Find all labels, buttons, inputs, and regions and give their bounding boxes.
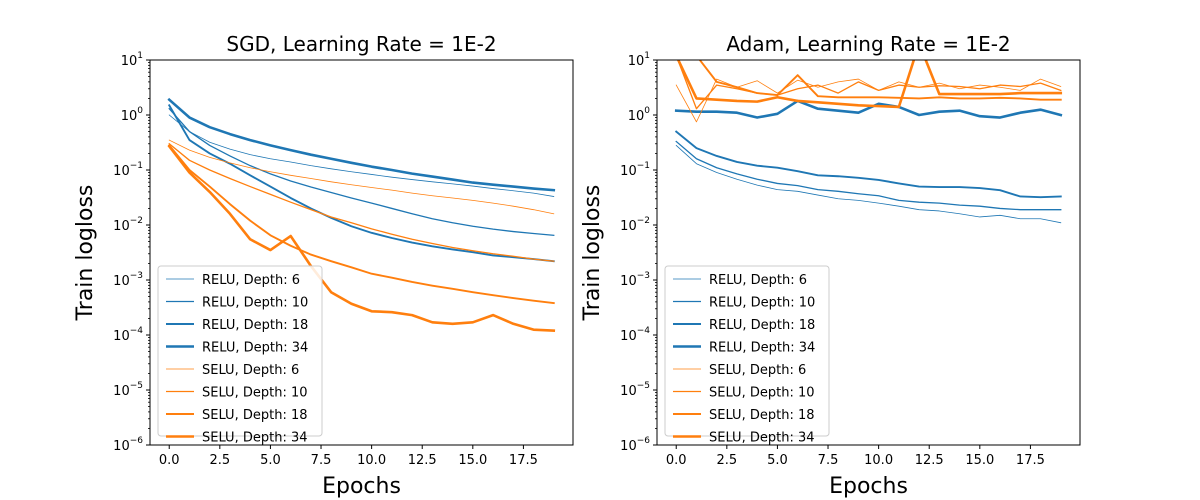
legend-entry-label: SELU, Depth: 6 — [709, 363, 806, 378]
legend: RELU, Depth: 6 RELU, Depth: 10 RELU, Depth… — [157, 265, 323, 446]
series-line — [168, 142, 555, 262]
legend-entry-label: SELU, Depth: 18 — [709, 408, 815, 423]
x-tick-label: 7.5 — [818, 453, 839, 468]
x-tick-label: 5.0 — [767, 453, 788, 468]
series-line — [167, 144, 556, 333]
x-tick-label: 15.0 — [965, 453, 994, 468]
y-axis-label: Train logloss — [73, 185, 98, 322]
y-axis-label: Train logloss — [580, 185, 605, 322]
series-line — [676, 60, 1063, 109]
sgd-subplot: SGD, Learning Rate = 1E-2 Epochs Train l… — [73, 32, 574, 499]
x-tick-label: 5.0 — [260, 453, 281, 468]
series-line — [675, 140, 1062, 211]
series-line — [675, 144, 1062, 224]
series-line — [168, 114, 555, 197]
x-axis-label: Epochs — [322, 474, 401, 499]
legend-entry-label: RELU, Depth: 6 — [202, 273, 300, 288]
legend-entry-label: RELU, Depth: 34 — [709, 341, 815, 356]
x-tick-label: 2.5 — [716, 453, 737, 468]
legend-box — [664, 265, 830, 437]
series-line — [674, 99, 1063, 119]
series-line — [167, 97, 556, 192]
axes-frame — [656, 59, 1081, 446]
x-tick-label: 17.5 — [509, 453, 538, 468]
legend-entry-label: RELU, Depth: 18 — [709, 318, 815, 333]
series-lines — [674, 60, 1063, 224]
x-tick-label: 12.5 — [408, 453, 437, 468]
x-tick-label: 0.0 — [159, 453, 180, 468]
legend-entry-label: RELU, Depth: 18 — [202, 318, 308, 333]
x-tick-label: 15.0 — [458, 453, 487, 468]
x-tick-label: 17.5 — [1016, 453, 1045, 468]
x-tick-label: 10.0 — [357, 453, 386, 468]
x-tick-label: 10.0 — [864, 453, 893, 468]
x-tick-label: 0.0 — [666, 453, 687, 468]
legend-entry-label: SELU, Depth: 10 — [202, 386, 308, 401]
legend: RELU, Depth: 6 RELU, Depth: 10 RELU, Depth… — [664, 265, 830, 446]
series-line — [675, 78, 1062, 123]
series-line — [698, 60, 1062, 101]
legend-box — [157, 265, 323, 437]
series-lines — [167, 97, 556, 333]
series-line — [167, 104, 555, 263]
axes-frame — [149, 59, 574, 446]
x-tick-label: 12.5 — [915, 453, 944, 468]
series-line — [168, 107, 555, 236]
legend-entry-label: SELU, Depth: 10 — [709, 386, 815, 401]
legend-entry-label: SELU, Depth: 34 — [202, 431, 308, 446]
adam-subplot: Adam, Learning Rate = 1E-2 Epochs Train … — [580, 32, 1081, 499]
series-line — [167, 144, 555, 305]
x-tick-label: 2.5 — [209, 453, 230, 468]
x-axis-label: Epochs — [829, 474, 908, 499]
legend-entry-label: SELU, Depth: 34 — [709, 431, 815, 446]
subplot-title: SGD, Learning Rate = 1E-2 — [226, 32, 496, 56]
series-line — [674, 130, 1062, 199]
series-line — [677, 60, 1062, 110]
series-line — [168, 139, 555, 215]
legend-entry-label: RELU, Depth: 10 — [709, 296, 815, 311]
legend-entry-label: SELU, Depth: 6 — [202, 363, 299, 378]
legend-entry-label: RELU, Depth: 10 — [202, 296, 308, 311]
subplot-title: Adam, Learning Rate = 1E-2 — [726, 32, 1010, 56]
legend-entry-label: RELU, Depth: 6 — [709, 273, 807, 288]
legend-entry-label: RELU, Depth: 34 — [202, 341, 308, 356]
legend-entry-label: SELU, Depth: 18 — [202, 408, 308, 423]
x-tick-label: 7.5 — [311, 453, 332, 468]
